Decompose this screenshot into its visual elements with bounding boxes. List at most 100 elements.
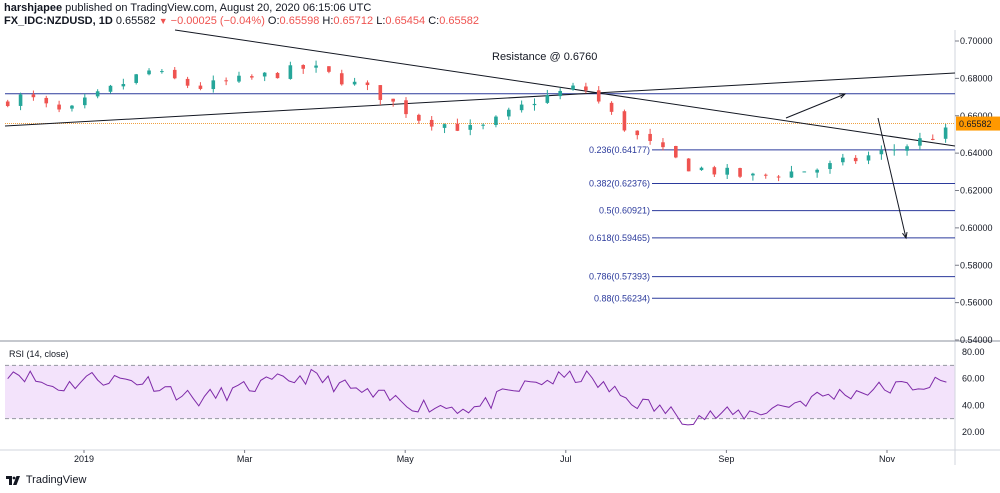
fib-level-label: 0.236(0.64177) [589, 145, 650, 155]
candle-body [417, 114, 421, 121]
candle-body [198, 85, 203, 89]
y-tick-label: 0.70000 [960, 36, 993, 46]
candle-body [751, 173, 755, 176]
y-tick-label: 0.56000 [960, 298, 993, 308]
close-value: 0.65582 [439, 15, 479, 27]
tradingview-logo-icon [6, 475, 20, 485]
y-tick-label: 0.64000 [960, 148, 993, 158]
author-name[interactable]: harshjapee [4, 2, 63, 14]
symbol-name[interactable]: FX_IDC:NZDUSD, 1D [4, 15, 113, 27]
candle-body [429, 119, 434, 127]
candle-body [699, 167, 704, 171]
rsi-band [5, 365, 955, 419]
candle-body [327, 66, 331, 72]
y-tick-label: 0.62000 [960, 186, 993, 196]
price-change: −0.00025 (−0.04%) [170, 15, 265, 27]
candle-body [121, 84, 126, 87]
falling-trendline [174, 29, 956, 147]
candle-body [866, 155, 871, 161]
candle-body [841, 157, 845, 163]
candle-body [622, 111, 627, 131]
rsi-tick-label: 40.00 [962, 400, 985, 410]
candle-body [185, 78, 190, 86]
candle-body [930, 138, 935, 140]
candle-body [262, 72, 267, 77]
candle-body [352, 81, 357, 85]
candle-body [571, 85, 575, 90]
candle-body [339, 73, 344, 85]
candle-body [853, 157, 858, 162]
tradingview-brand[interactable]: TradingView [6, 474, 86, 486]
candle-body [481, 124, 485, 126]
candle-body [365, 82, 370, 86]
candle-body [250, 76, 254, 78]
fib-level-label: 0.5(0.60921) [599, 206, 650, 216]
y-tick-label: 0.60000 [960, 223, 993, 233]
rsi-tick-label: 20.00 [962, 427, 985, 437]
candle-body [275, 72, 280, 79]
publish-info: harshjapee published on TradingView.com,… [4, 2, 371, 14]
candle-body [686, 158, 691, 172]
candle-body [661, 142, 665, 148]
candle-body [648, 133, 652, 141]
candle-body [95, 91, 100, 97]
x-tick-label: Nov [879, 454, 896, 464]
candle-body [763, 174, 768, 176]
rsi-tick-label: 80.00 [962, 347, 985, 357]
candle-body [918, 138, 922, 146]
rsi-line [7, 368, 947, 426]
candle-body [892, 149, 897, 151]
candle-body [301, 65, 306, 69]
candle-body [224, 80, 228, 82]
candle-body [879, 150, 884, 155]
candle-body [635, 130, 640, 136]
projection-arrow-up [785, 93, 846, 119]
candle-body [160, 71, 164, 73]
candle-body [108, 85, 113, 92]
candle-body [172, 69, 177, 79]
candle-body [288, 65, 293, 79]
candle-body [44, 97, 49, 104]
open-value: 0.65598 [279, 15, 320, 27]
candle-body [31, 94, 36, 98]
candle-body [211, 80, 216, 90]
candle-body [57, 104, 61, 110]
rising-trendline [4, 72, 956, 127]
candle-body [468, 124, 473, 130]
candle-body [70, 105, 74, 109]
candle-body [558, 90, 562, 97]
candle-body [134, 74, 138, 83]
candle-body [725, 167, 730, 175]
y-tick-label: 0.58000 [960, 260, 993, 270]
candle-body [18, 94, 23, 106]
candle-body [789, 171, 794, 178]
fib-level-label: 0.618(0.59465) [589, 233, 650, 243]
candle-body [545, 95, 550, 103]
x-tick-label: Jul [560, 454, 572, 464]
candle-body [237, 75, 241, 82]
candle-body [442, 124, 447, 128]
low-label: L: [376, 15, 386, 27]
resistance-annotation: Resistance @ 0.6760 [492, 51, 597, 63]
candle-body [776, 176, 781, 178]
projection-arrow-down-head [902, 232, 908, 240]
projection-arrow-up-head [838, 93, 847, 99]
low-value: 0.65454 [385, 15, 426, 27]
candle-body [738, 168, 742, 177]
high-value: 0.65712 [333, 15, 374, 27]
symbol-legend: FX_IDC:NZDUSD, 1D 0.65582 ▼ −0.00025 (−0… [4, 15, 479, 27]
candle-body [506, 109, 511, 117]
candle-body [532, 103, 537, 106]
down-triangle-icon: ▼ [158, 16, 168, 26]
candle-body [5, 101, 10, 107]
last-price-badge-text: 0.65582 [959, 119, 992, 129]
fib-level-label: 0.382(0.62376) [589, 178, 650, 188]
publish-text: published on TradingView.com, August 20,… [65, 2, 372, 14]
candle-body [378, 85, 383, 100]
y-tick-label: 0.54000 [960, 335, 993, 345]
rsi-tick-label: 60.00 [962, 374, 985, 384]
y-tick-label: 0.66000 [960, 111, 993, 121]
last-price: 0.65582 [115, 15, 156, 27]
candle-body [519, 104, 524, 111]
